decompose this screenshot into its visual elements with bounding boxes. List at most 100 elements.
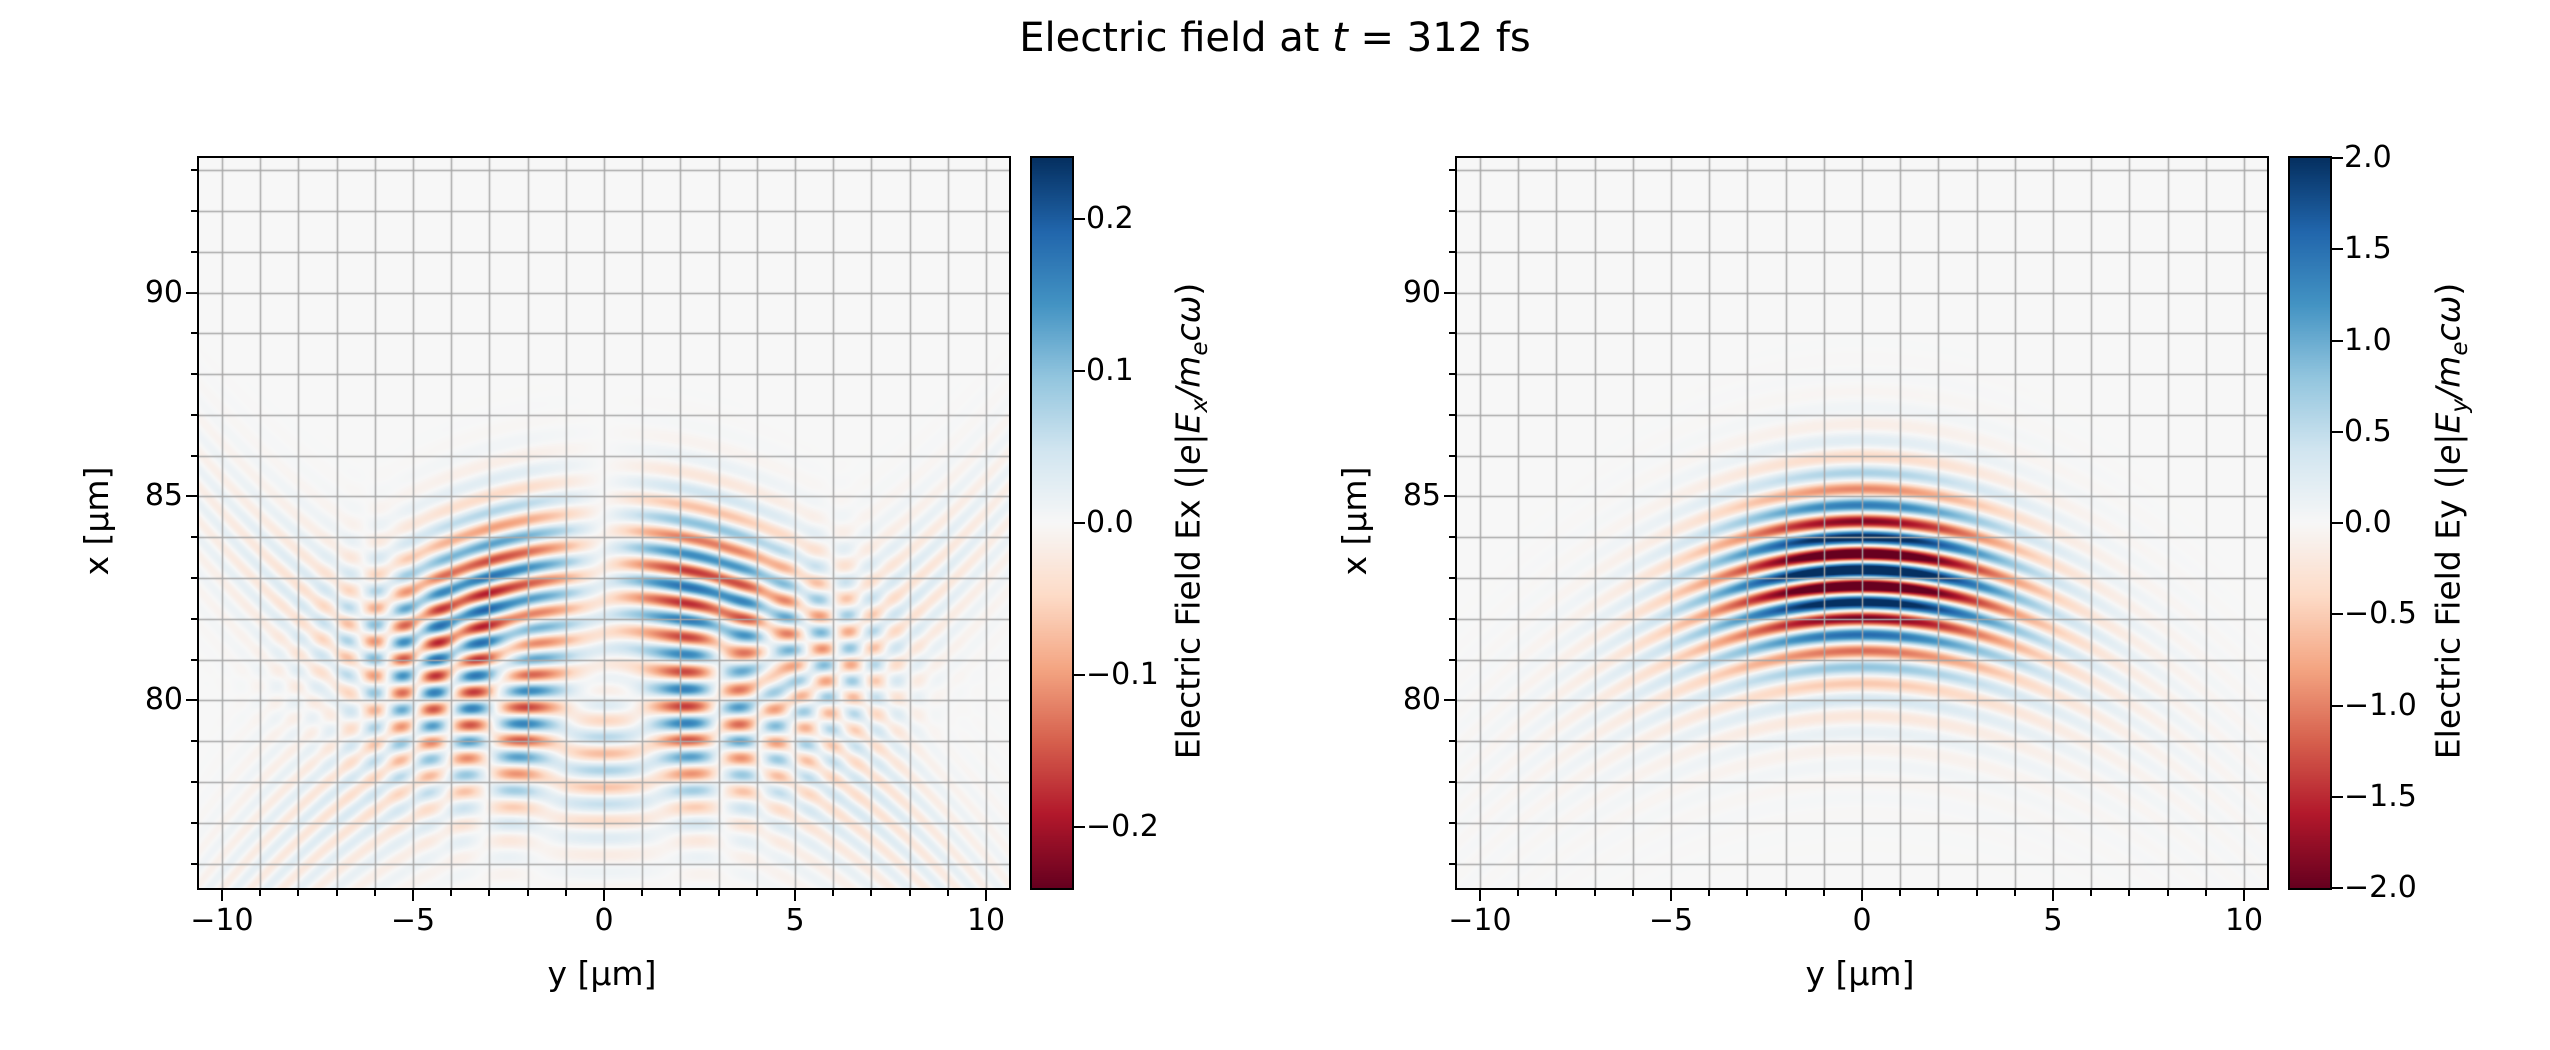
x-tick-label: 10 xyxy=(966,903,1006,938)
colorbar-tick-label: −1.0 xyxy=(2344,687,2417,723)
colorbar-tick xyxy=(1074,674,1085,677)
colorbar-tick-label: 1.0 xyxy=(2344,322,2392,358)
y-minor-tick xyxy=(1449,821,1455,824)
y-tick-label: 85 xyxy=(144,478,183,514)
ex-colorbar-label-name: Electric Field Ex ( xyxy=(1168,476,1208,760)
colorbar-tick xyxy=(1074,369,1085,372)
x-minor-tick xyxy=(2128,890,2131,896)
colorbar-tick-label: −1.5 xyxy=(2344,778,2417,814)
ey-x-axis-label: y [μm] xyxy=(1805,954,1915,993)
x-minor-tick xyxy=(1555,890,1558,896)
x-minor-tick xyxy=(335,890,338,896)
y-tick-label: 80 xyxy=(144,682,183,718)
y-minor-tick xyxy=(1449,740,1455,743)
y-minor-tick xyxy=(191,454,197,457)
ey-colorbar-label-name: Electric Field Ey ( xyxy=(2428,476,2468,760)
x-tick-label: −5 xyxy=(390,903,436,938)
ex-heatmap-canvas xyxy=(199,158,1009,888)
x-minor-tick xyxy=(755,890,758,896)
x-minor-tick xyxy=(526,890,529,896)
x-minor-tick xyxy=(564,890,567,896)
x-tick-label: −5 xyxy=(1648,903,1694,938)
colorbar-tick xyxy=(2332,887,2343,889)
x-major-tick xyxy=(794,890,797,901)
x-tick-label: 0 xyxy=(594,903,614,938)
colorbar-tick-label: 0.0 xyxy=(2344,505,2392,540)
x-minor-tick xyxy=(908,890,911,896)
y-tick-label: 80 xyxy=(1402,682,1441,718)
x-minor-tick xyxy=(2013,890,2016,896)
colorbar-tick xyxy=(2332,430,2343,433)
title-prefix: Electric field at xyxy=(1019,15,1333,61)
x-minor-tick xyxy=(450,890,453,896)
ey-colorbar-label-close: ) xyxy=(2428,282,2468,296)
x-minor-tick xyxy=(488,890,491,896)
colorbar-tick-label: 0.0 xyxy=(1086,505,1134,540)
y-major-tick xyxy=(186,495,197,498)
y-minor-tick xyxy=(191,332,197,335)
y-minor-tick xyxy=(191,413,197,416)
y-major-tick xyxy=(186,699,197,702)
x-minor-tick xyxy=(2166,890,2169,896)
x-major-tick xyxy=(2243,890,2246,901)
y-minor-tick xyxy=(1449,536,1455,539)
ey-heatmap-plot: −10 −5 0 5 10 80 85 90 xyxy=(1403,156,2269,936)
ex-heatmap-plot: −10 −5 0 5 10 80 85 90 xyxy=(145,156,1011,936)
y-major-tick xyxy=(1444,291,1455,294)
ex-colorbar: 0.2 0.1 0.0 −0.1 −0.2 xyxy=(1030,156,1159,890)
colorbar-tick xyxy=(2332,339,2343,342)
colorbar-tick xyxy=(2332,704,2343,707)
ey-y-axis-label: x [μm] xyxy=(1334,466,1374,576)
colorbar-tick xyxy=(1074,522,1085,524)
x-minor-tick xyxy=(679,890,682,896)
colorbar-tick xyxy=(2332,157,2343,159)
y-minor-tick xyxy=(191,210,197,213)
x-minor-tick xyxy=(1517,890,1520,896)
x-tick-label: −10 xyxy=(1448,903,1512,938)
x-tick-label: −10 xyxy=(190,903,254,938)
y-minor-tick xyxy=(191,821,197,824)
colorbar-tick-label: 2.0 xyxy=(2344,140,2392,175)
colorbar-tick xyxy=(1074,217,1085,220)
y-minor-tick xyxy=(1449,454,1455,457)
x-minor-tick xyxy=(1631,890,1634,896)
x-major-tick xyxy=(2052,890,2055,901)
y-minor-tick xyxy=(1449,577,1455,580)
ey-colorbar: 2.0 1.5 1.0 0.5 0.0 −0.5 −1.0 −1.5 −2.0 xyxy=(2288,143,2417,903)
ey-heatmap-canvas xyxy=(1457,158,2267,888)
colorbar-tick-label: −0.1 xyxy=(1086,657,1159,693)
x-tick-label: 5 xyxy=(2043,903,2063,938)
y-minor-tick xyxy=(191,658,197,661)
y-minor-tick xyxy=(191,780,197,783)
x-minor-tick xyxy=(373,890,376,896)
y-minor-tick xyxy=(1449,617,1455,620)
ey-colorbar-label: Electric Field Ey (|e|Ey/mecω) xyxy=(2428,282,2474,760)
y-minor-tick xyxy=(191,577,197,580)
x-minor-tick xyxy=(1822,890,1825,896)
y-minor-tick xyxy=(191,250,197,253)
colorbar-tick xyxy=(1074,826,1085,829)
y-major-tick xyxy=(1444,699,1455,702)
x-minor-tick xyxy=(2204,890,2207,896)
colorbar-tick xyxy=(2332,795,2343,798)
x-major-tick xyxy=(411,890,414,901)
x-minor-tick xyxy=(946,890,949,896)
x-major-tick xyxy=(603,890,605,901)
x-tick-label: 10 xyxy=(2224,903,2264,938)
colorbar-tick-label: −0.2 xyxy=(1086,809,1159,845)
x-major-tick xyxy=(1861,890,1863,901)
x-minor-tick xyxy=(2090,890,2093,896)
x-minor-tick xyxy=(1937,890,1940,896)
y-minor-tick xyxy=(1449,169,1455,172)
x-major-tick xyxy=(985,890,988,901)
ey-colorbar-label-math: |e|Ey/mecω xyxy=(2428,295,2474,477)
ex-colorbar-label: Electric Field Ex (|e|Ex/mecω) xyxy=(1168,283,1214,760)
x-minor-tick xyxy=(259,890,262,896)
y-minor-tick xyxy=(1449,658,1455,661)
x-minor-tick xyxy=(832,890,835,896)
colorbar-tick-label: 0.5 xyxy=(2344,413,2392,449)
colorbar-tick-label: 1.5 xyxy=(2344,231,2392,267)
title-suffix: = 312 fs xyxy=(1347,15,1531,61)
x-minor-tick xyxy=(1975,890,1978,896)
